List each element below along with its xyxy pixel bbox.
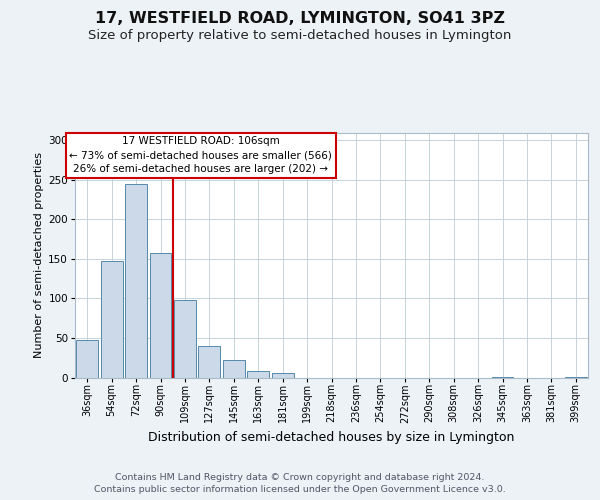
Text: 17 WESTFIELD ROAD: 106sqm
← 73% of semi-detached houses are smaller (566)
26% of: 17 WESTFIELD ROAD: 106sqm ← 73% of semi-… [69,136,332,174]
Bar [272,373,293,378]
Text: 17, WESTFIELD ROAD, LYMINGTON, SO41 3PZ: 17, WESTFIELD ROAD, LYMINGTON, SO41 3PZ [95,11,505,26]
Bar [565,376,587,378]
X-axis label: Distribution of semi-detached houses by size in Lymington: Distribution of semi-detached houses by … [148,431,515,444]
Text: Size of property relative to semi-detached houses in Lymington: Size of property relative to semi-detach… [88,29,512,42]
Text: Contains HM Land Registry data © Crown copyright and database right 2024.
Contai: Contains HM Land Registry data © Crown c… [94,472,506,494]
Bar [149,254,172,378]
Bar [101,262,122,378]
Bar [76,340,98,378]
Bar [199,346,220,378]
Bar [174,300,196,378]
Bar [223,360,245,378]
Bar [125,184,147,378]
Y-axis label: Number of semi-detached properties: Number of semi-detached properties [34,152,44,358]
Bar [247,371,269,378]
Bar [491,376,514,378]
